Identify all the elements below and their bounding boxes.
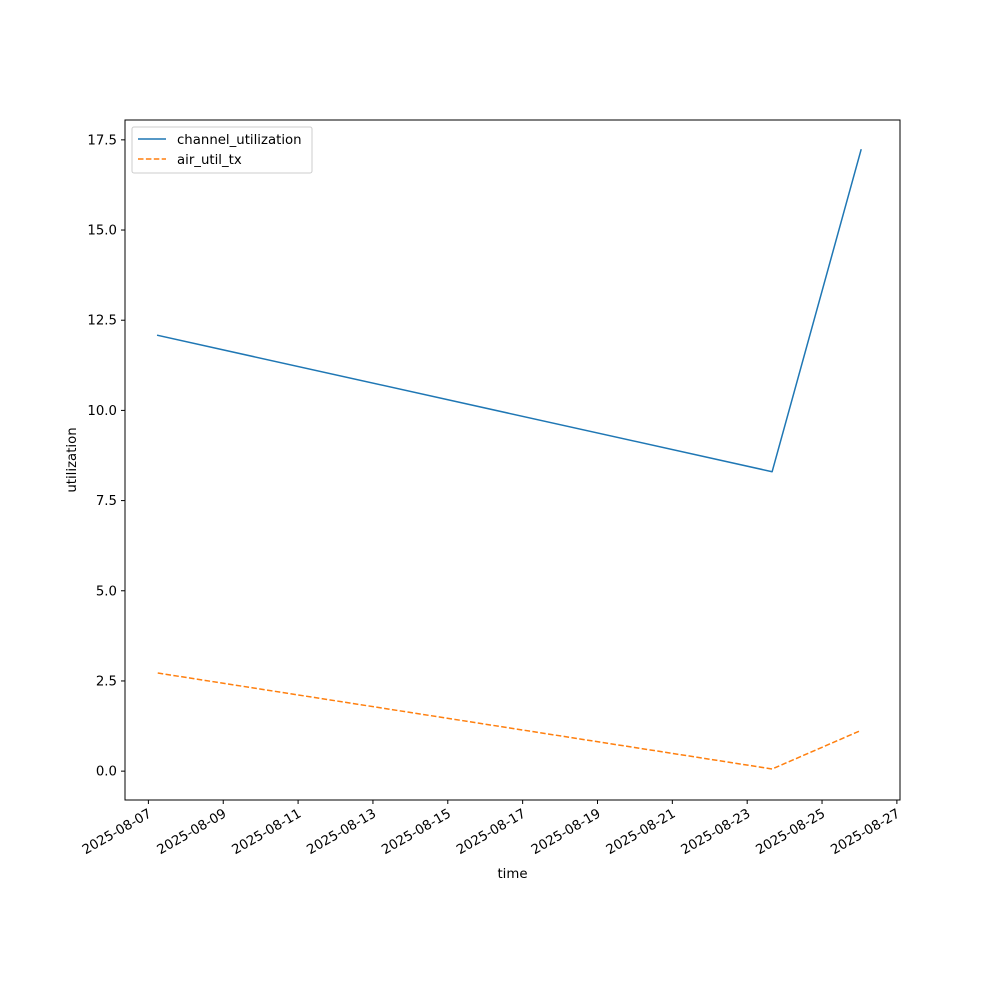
x-tick-label: 2025-08-13 [305,806,379,858]
legend-label-channel-utilization: channel_utilization [177,133,302,148]
x-tick-label: 2025-08-09 [155,806,229,858]
x-axis-label: time [497,867,527,882]
legend: channel_utilization air_util_tx [131,126,313,174]
plot-area [156,149,862,770]
x-tick-label: 2025-08-19 [529,806,603,858]
y-tick-label: 0.0 [96,765,117,780]
y-tick-label: 17.5 [87,133,117,148]
x-tick-label: 2025-08-07 [80,806,154,858]
x-tick-label: 2025-08-15 [379,806,453,858]
y-tick-label: 15.0 [87,224,117,239]
y-axis-label: utilization [65,427,80,492]
x-tick-label: 2025-08-21 [604,806,678,858]
series-line-channel-utilization [156,149,862,473]
y-tick-label: 7.5 [96,494,117,509]
axes-frame [124,119,901,801]
x-tick-label: 2025-08-25 [754,806,828,858]
y-tick-label: 12.5 [87,314,117,329]
series-line-air-util-tx [157,672,862,770]
x-tick-label: 2025-08-23 [679,806,753,858]
y-tick-label: 2.5 [96,674,117,689]
legend-box [131,126,313,174]
y-axis: 0.0 2.5 5.0 7.5 10.0 12.5 15.0 17.5 [87,133,125,780]
x-tick-label: 2025-08-27 [828,806,902,858]
x-axis: 2025-08-07 2025-08-09 2025-08-11 2025-08-13… [80,800,903,858]
legend-label-air-util-tx: air_util_tx [177,153,242,168]
y-tick-label: 10.0 [87,404,117,419]
y-tick-label: 5.0 [96,584,117,599]
x-tick-label: 2025-08-11 [230,806,304,858]
x-tick-label: 2025-08-17 [454,806,528,858]
